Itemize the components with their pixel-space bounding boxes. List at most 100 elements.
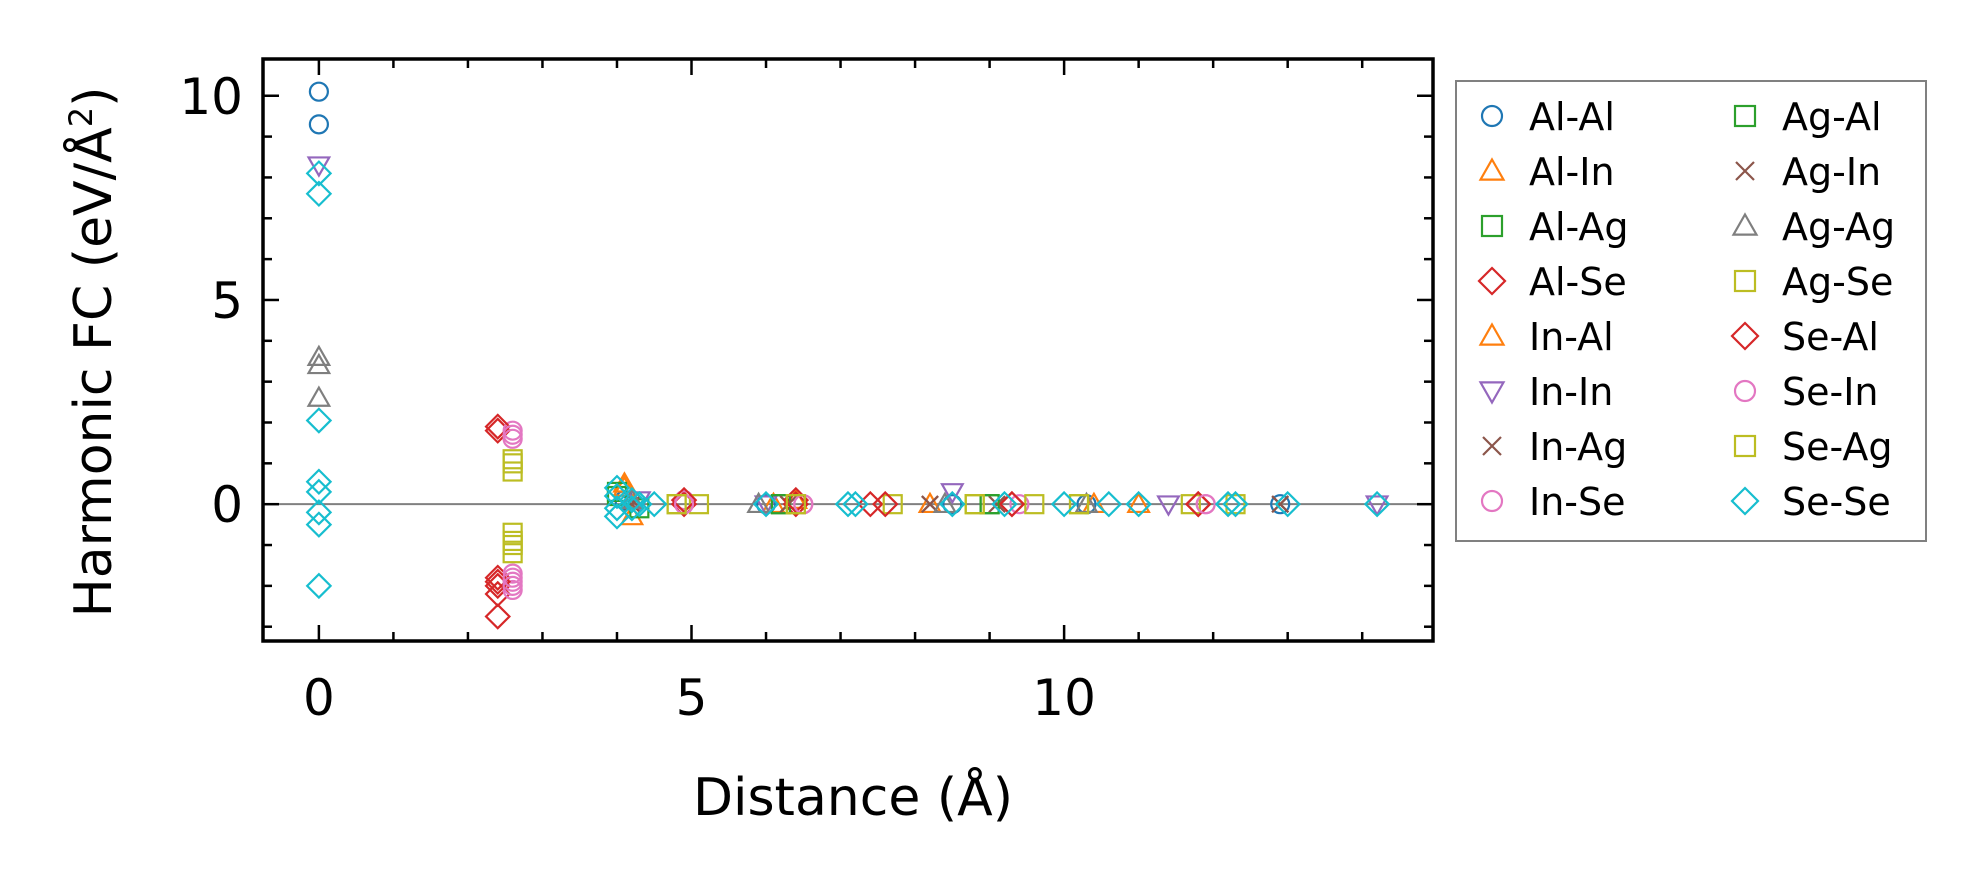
series-in-in (306, 156, 1390, 517)
data-point (785, 494, 806, 515)
x-axis-label: Distance (Å) (693, 766, 1013, 828)
data-point (932, 491, 958, 514)
data-point (305, 572, 333, 600)
data-point (1270, 494, 1291, 515)
data-point (502, 575, 523, 596)
data-point (1225, 494, 1246, 515)
data-point (305, 499, 333, 526)
data-point (1068, 494, 1090, 515)
legend-marker (1478, 157, 1506, 181)
legend-label: Ag-In (1782, 150, 1881, 194)
data-point (1156, 495, 1181, 517)
legend-box (1455, 80, 1927, 542)
y-tick-label: 10 (179, 68, 243, 126)
data-point (688, 494, 710, 515)
x-tick-label: 5 (676, 669, 708, 727)
data-point (834, 490, 862, 518)
legend-label: Se-Al (1782, 315, 1879, 359)
plot-border (261, 57, 1435, 643)
legend-marker (1482, 436, 1502, 456)
legend-marker (1477, 266, 1507, 296)
data-point (502, 543, 523, 564)
legend: Al-Al Al-In Al-Ag Al-Se In-Al In-In In-Ag In-Se… (1455, 80, 1927, 542)
data-point (1050, 490, 1078, 518)
data-point (939, 490, 966, 518)
legend-marker (1480, 489, 1504, 513)
series-al-se (484, 417, 1212, 630)
data-point (618, 495, 646, 522)
data-point (998, 490, 1026, 518)
legend-marker (1733, 379, 1757, 403)
data-point (872, 490, 899, 518)
data-point (1009, 494, 1030, 515)
data-point (308, 81, 329, 102)
legend-marker (1735, 161, 1755, 181)
data-point (484, 413, 512, 440)
legend-marker (1733, 269, 1757, 293)
data-point (603, 474, 631, 502)
legend-label: Al-Se (1529, 260, 1627, 304)
series-al-al (308, 81, 1291, 515)
x-tick-label: 10 (1032, 669, 1096, 727)
data-point (940, 483, 965, 505)
data-point (305, 468, 333, 495)
data-point (305, 180, 333, 208)
data-point (502, 530, 523, 552)
data-point (752, 490, 780, 518)
data-point (305, 511, 333, 538)
x-tick-label: 0 (303, 669, 335, 727)
data-point (502, 453, 523, 474)
data-point (782, 490, 810, 518)
legend-label: Se-In (1782, 370, 1879, 414)
data-point (305, 478, 333, 506)
data-point (484, 603, 512, 630)
legend-marker (1478, 322, 1506, 346)
data-point (1274, 490, 1301, 518)
data-point (306, 352, 332, 375)
data-point (502, 567, 523, 588)
data-point (842, 490, 869, 518)
data-point (991, 490, 1018, 518)
legend-marker (1731, 212, 1759, 236)
data-point (484, 568, 512, 596)
series-se-ag (502, 453, 1090, 552)
legend-label: In-In (1529, 370, 1613, 414)
legend-marker (1733, 104, 1757, 128)
data-point (640, 490, 668, 518)
data-point (1024, 494, 1045, 515)
data-point (979, 494, 1000, 515)
data-point (502, 449, 523, 470)
y-tick-label: 5 (211, 272, 243, 330)
legend-label: Al-In (1529, 150, 1615, 194)
data-point (942, 494, 963, 515)
data-point (1222, 490, 1249, 518)
legend-marker (1480, 104, 1504, 128)
y-axis-label-superscript: 2 (62, 107, 100, 127)
data-point (306, 385, 332, 407)
legend-label: In-Ag (1529, 425, 1627, 469)
data-point (666, 494, 687, 515)
data-point (1364, 495, 1390, 517)
data-point (1180, 494, 1201, 515)
legend-label: In-Se (1529, 480, 1626, 524)
data-point (502, 424, 523, 445)
data-point (746, 491, 771, 514)
data-point (305, 407, 333, 434)
data-point (917, 491, 943, 514)
data-point (1126, 491, 1151, 514)
data-point (1214, 490, 1242, 518)
data-point (305, 160, 333, 187)
legend-label: Se-Ag (1782, 425, 1893, 469)
y-axis-label-main: Harmonic FC (eV/Å (62, 127, 124, 618)
legend-marker (1478, 381, 1506, 405)
legend-marker (1480, 214, 1504, 238)
series-se-se (305, 160, 1391, 600)
legend-marker (1730, 486, 1760, 516)
y-axis-label: Harmonic FC (eV/Å2) (62, 87, 124, 618)
legend-marker (1733, 434, 1757, 458)
data-point (1074, 491, 1099, 514)
legend-label: Al-Al (1529, 95, 1615, 139)
axis-ticks: 0 5 10 0 5 10 (179, 59, 1433, 727)
data-point (1184, 490, 1212, 518)
